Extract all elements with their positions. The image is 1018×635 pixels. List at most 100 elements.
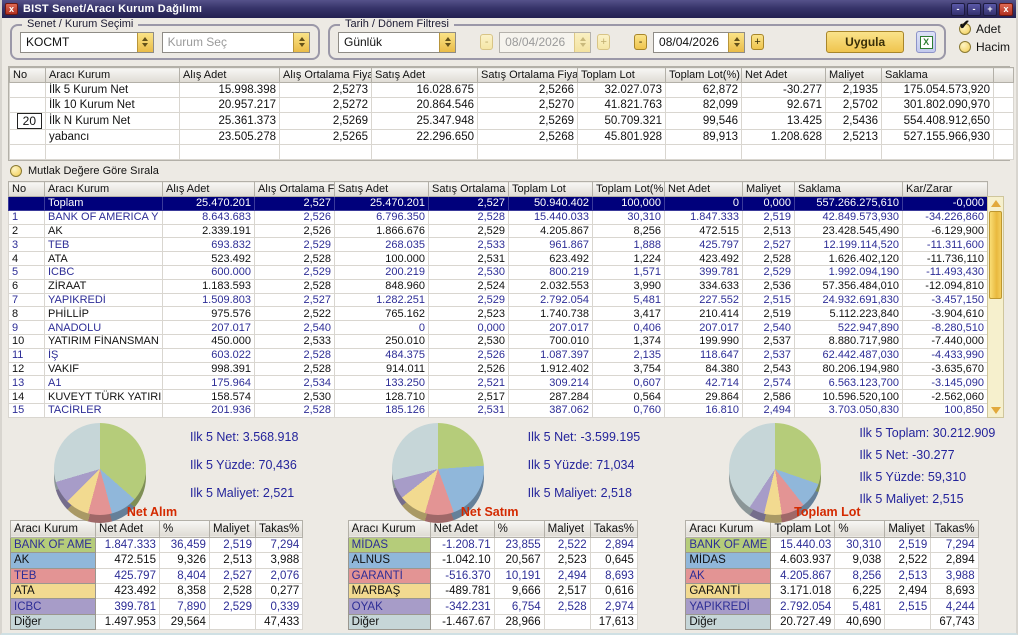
broker-row[interactable]: BANK OF AME 15.440.03 30,310 2,519 7,294: [685, 536, 979, 554]
broker-row[interactable]: 4 ATA 523.492 2,528 100.000 2,531 623.49…: [8, 251, 988, 266]
spinner-icon[interactable]: [136, 32, 153, 52]
broker-row[interactable]: 1 BANK OF AMERICA Y 8.643.683 2,526 6.79…: [8, 209, 988, 225]
row-number[interactable]: 20: [16, 113, 42, 129]
broker-row[interactable]: 3 TEB 693.832 2,529 268.035 2,533 961.86…: [8, 237, 988, 253]
broker-row[interactable]: MARBAŞ -489.781 9,666 2,517 0,616: [347, 582, 638, 600]
scroll-up-icon[interactable]: [988, 197, 1003, 210]
excel-export-button[interactable]: X: [916, 31, 936, 53]
broker-row[interactable]: 8 PHİLLİP 975.576 2,522 765.162 2,523 1.…: [8, 306, 988, 322]
broker-row[interactable]: 10 YATIRIM FİNANSMAN 450.000 2,533 250.0…: [8, 333, 988, 349]
broker-row[interactable]: GARANTİ -516.370 10,191 2,494 8,693: [347, 567, 638, 584]
column-header[interactable]: Toplam Lot: [577, 67, 666, 83]
broker-row[interactable]: 12 VAKIF 998.391 2,528 914.011 2,526 1.9…: [8, 361, 988, 377]
column-header[interactable]: Aracı Kurum: [685, 519, 772, 538]
column-header[interactable]: Aracı Kurum: [10, 519, 96, 538]
broker-row[interactable]: GARANTİ 3.171.018 6,225 2,494 8,693: [685, 582, 979, 600]
column-header[interactable]: Net Adet: [664, 181, 743, 197]
broker-row[interactable]: ALNUS -1.042.10 20,567 2,523 0,645: [347, 552, 638, 569]
scroll-down-icon[interactable]: [988, 404, 1003, 417]
column-header[interactable]: Maliyet: [825, 67, 882, 83]
period-select[interactable]: Günlük: [338, 31, 457, 53]
broker-row[interactable]: 7 YAPIKREDİ 1.509.803 2,527 1.282.251 2,…: [8, 292, 988, 308]
broker-row[interactable]: MİDAS -1.208.71 23,855 2,522 2,894: [347, 536, 638, 554]
scrollbar-thumb[interactable]: [989, 211, 1002, 299]
window-control-icon[interactable]: +: [983, 2, 997, 16]
broker-select[interactable]: Kurum Seç: [161, 31, 310, 53]
column-header[interactable]: Net Adet: [429, 519, 495, 538]
column-header[interactable]: Aracı Kurum: [45, 67, 180, 83]
broker-row[interactable]: 9 ANADOLU 207.017 2,540 0 0,000 207.017 …: [8, 320, 988, 335]
broker-row[interactable]: Diğer 20.727.49 40,690 67,743: [685, 613, 979, 631]
column-header[interactable]: Takas%: [589, 519, 638, 538]
broker-row[interactable]: ATA 423.492 8,358 2,528 0,277: [10, 582, 304, 600]
stock-select[interactable]: KOCMT: [20, 31, 154, 53]
broker-row[interactable]: AK 472.515 9,326 2,513 3,988: [10, 552, 304, 569]
date-end-minus-button[interactable]: -: [634, 34, 648, 50]
column-header[interactable]: %: [158, 519, 210, 538]
broker-row[interactable]: 15 TACİRLER 201.936 2,528 185.126 2,531 …: [8, 402, 988, 418]
column-header[interactable]: Saklama: [794, 181, 903, 197]
radio-hacim[interactable]: Hacim: [958, 40, 1010, 54]
broker-row[interactable]: OYAK -342.231 6,754 2,528 2,974: [347, 598, 638, 615]
column-header[interactable]: [993, 67, 1014, 83]
total-row-selected[interactable]: Toplam 25.470.201 2,527 25.470.201 2,527…: [8, 196, 988, 211]
column-header[interactable]: Alış Adet: [179, 67, 280, 83]
summary-row[interactable]: İlk 5 Kurum Net 15.998.398 2,5273 16.028…: [9, 82, 1014, 98]
column-header[interactable]: Aracı Kurum: [44, 181, 163, 197]
apply-button[interactable]: Uygula: [826, 31, 905, 53]
spinner-icon[interactable]: [728, 32, 745, 52]
column-header[interactable]: No: [8, 181, 45, 197]
summary-row[interactable]: yabancı 23.505.278 2,5265 22.296.650 2,5…: [9, 129, 1014, 145]
spinner-icon[interactable]: [439, 32, 456, 52]
column-header[interactable]: Satış Ortalama Fiyat: [477, 67, 578, 83]
broker-row[interactable]: AK 4.205.867 8,256 2,513 3,988: [685, 567, 979, 584]
column-header[interactable]: Takas%: [254, 519, 304, 538]
column-header[interactable]: Alış Ortalama Fiy: [254, 181, 335, 197]
column-header[interactable]: Satış Ortalama Fi: [428, 181, 509, 197]
column-header[interactable]: Toplam Lot(%: [592, 181, 665, 197]
column-header[interactable]: Takas%: [930, 519, 979, 538]
column-header[interactable]: Kar/Zarar: [902, 181, 988, 197]
column-header[interactable]: %: [493, 519, 545, 538]
window-control-icon[interactable]: x: [999, 2, 1013, 16]
sort-option[interactable]: Mutlak Değere Göre Sırala: [2, 161, 1016, 181]
broker-row[interactable]: 11 İŞ 603.022 2,528 484.375 2,526 1.087.…: [8, 347, 988, 363]
column-header[interactable]: Alış Ortalama Fiyat: [279, 67, 372, 83]
broker-row[interactable]: MİDAS 4.603.937 9,038 2,522 2,894: [685, 552, 979, 569]
column-header[interactable]: Maliyet: [208, 519, 256, 538]
date-start-minus-button[interactable]: -: [480, 34, 494, 50]
broker-row[interactable]: ICBC 399.781 7,890 2,529 0,339: [10, 598, 304, 615]
broker-row[interactable]: Diğer -1.467.67 28,966 17,613: [347, 613, 638, 631]
date-end-plus-button[interactable]: +: [751, 34, 765, 50]
column-header[interactable]: Toplam Lot: [770, 519, 836, 538]
spinner-icon[interactable]: [293, 32, 309, 52]
close-icon[interactable]: x: [5, 3, 18, 15]
column-header[interactable]: Maliyet: [884, 519, 932, 538]
column-header[interactable]: Toplam Lot(%): [665, 67, 742, 83]
column-header[interactable]: Satış Adet: [334, 181, 429, 197]
broker-row[interactable]: Diğer 1.497.953 29,564 47,433: [10, 613, 304, 631]
column-header[interactable]: Net Adet: [94, 519, 160, 538]
radio-adet[interactable]: ✔ Adet: [958, 17, 1010, 36]
column-header[interactable]: Alış Adet: [162, 181, 255, 197]
column-header[interactable]: Saklama: [881, 67, 994, 83]
broker-row[interactable]: 2 AK 2.339.191 2,526 1.866.676 2,529 4.2…: [8, 223, 988, 239]
broker-row[interactable]: 13 A1 175.964 2,534 133.250 2,521 309.21…: [8, 375, 988, 391]
vertical-scrollbar[interactable]: [987, 196, 1004, 418]
date-start-input[interactable]: 08/04/2026: [499, 31, 592, 53]
broker-row[interactable]: 5 ICBC 600.000 2,529 200.219 2,530 800.2…: [8, 264, 988, 280]
column-header[interactable]: Net Adet: [741, 67, 826, 83]
summary-row[interactable]: İlk 10 Kurum Net 20.957.217 2,5272 20.86…: [9, 97, 1014, 113]
broker-row[interactable]: TEB 425.797 8,404 2,527 2,076: [10, 567, 304, 584]
column-header[interactable]: Aracı Kurum: [347, 519, 431, 538]
broker-row[interactable]: YAPIKREDİ 2.792.054 5,481 2,515 4,244: [685, 598, 979, 615]
broker-row[interactable]: 14 KUVEYT TÜRK YATIRI 158.574 2,530 128.…: [8, 389, 988, 404]
broker-row[interactable]: BANK OF AME 1.847.333 36,459 2,519 7,294: [10, 536, 304, 554]
spinner-icon[interactable]: [574, 32, 591, 52]
date-start-plus-button[interactable]: +: [597, 34, 611, 50]
summary-row[interactable]: 20 İlk N Kurum Net 25.361.373 2,5269 25.…: [9, 112, 1014, 130]
column-header[interactable]: Maliyet: [543, 519, 591, 538]
column-header[interactable]: No: [9, 67, 46, 83]
date-end-input[interactable]: 08/04/2026: [653, 31, 746, 53]
column-header[interactable]: Toplam Lot: [508, 181, 593, 197]
